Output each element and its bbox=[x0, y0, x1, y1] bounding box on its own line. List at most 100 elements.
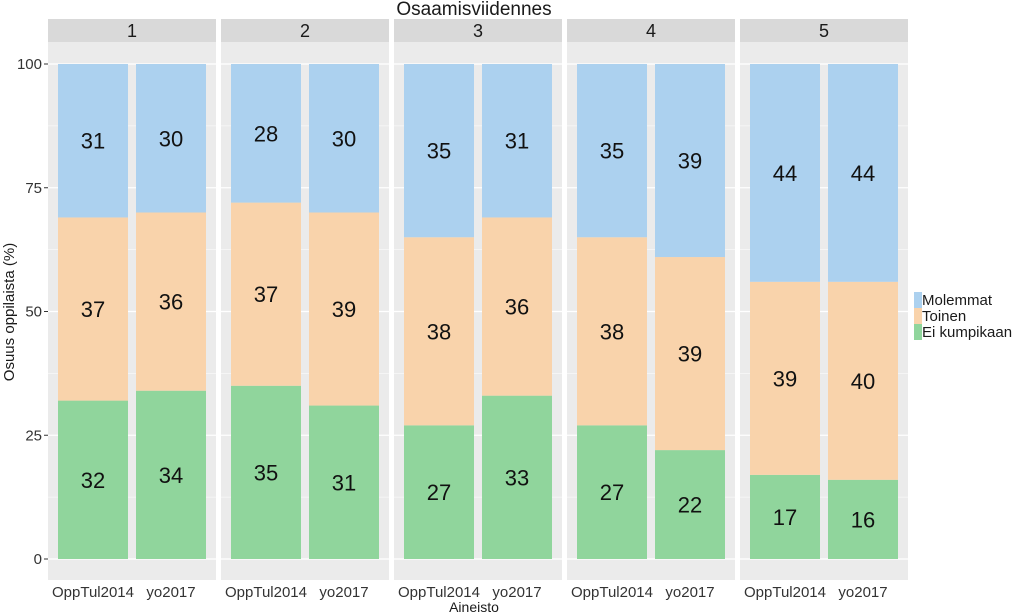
y-axis: 0 25 50 75 100 bbox=[17, 56, 48, 568]
data-label: 36 bbox=[505, 295, 529, 320]
data-label: 44 bbox=[773, 161, 797, 186]
data-label: 32 bbox=[81, 468, 105, 493]
facet-strip-label: 5 bbox=[819, 21, 829, 41]
data-label: 39 bbox=[332, 297, 356, 322]
bar-segment-toinen bbox=[828, 281, 898, 480]
facet-panel-3: 3 27 38 35 OppTul2014 33 36 31 yo2017 bbox=[394, 19, 562, 601]
data-label: 30 bbox=[332, 126, 356, 151]
data-label: 17 bbox=[773, 505, 797, 530]
x-tick-label: yo2017 bbox=[146, 584, 195, 601]
chart-title: Osaamisviidennes bbox=[396, 0, 551, 20]
x-tick-label: OppTul2014 bbox=[398, 584, 480, 601]
facet-strip bbox=[48, 19, 216, 42]
data-label: 35 bbox=[600, 139, 624, 164]
x-tick-label: OppTul2014 bbox=[52, 584, 134, 601]
y-axis-label: Osuus oppilaista (%) bbox=[1, 243, 18, 381]
bar-segment-toinen bbox=[482, 217, 552, 396]
data-label: 31 bbox=[332, 470, 356, 495]
data-label: 30 bbox=[159, 126, 183, 151]
bar-segment-toinen bbox=[58, 217, 128, 401]
data-label: 39 bbox=[678, 342, 702, 367]
facet-panel-4: 4 27 38 35 OppTul2014 22 39 39 yo2017 bbox=[567, 19, 735, 601]
x-tick-label: yo2017 bbox=[492, 584, 541, 601]
facet-strip bbox=[221, 19, 389, 42]
bar-segment-toinen bbox=[655, 257, 725, 451]
facet-panel-5: 5 17 39 44 OppTul2014 16 40 44 yo2017 bbox=[740, 19, 908, 601]
data-label: 44 bbox=[851, 161, 875, 186]
y-tick-label: 25 bbox=[25, 427, 42, 444]
bar-segment-molemmat bbox=[136, 64, 206, 213]
x-tick-label: yo2017 bbox=[319, 584, 368, 601]
bar-segment-ei-kumpikaan bbox=[828, 479, 898, 559]
bar-segment-toinen bbox=[750, 281, 820, 475]
data-label: 27 bbox=[600, 480, 624, 505]
data-label: 39 bbox=[678, 149, 702, 174]
y-tick-label: 100 bbox=[17, 56, 42, 73]
y-tick-label: 0 bbox=[34, 551, 42, 568]
data-label: 31 bbox=[505, 129, 529, 154]
x-tick-label: yo2017 bbox=[665, 584, 714, 601]
bar-segment-ei-kumpikaan bbox=[404, 425, 474, 559]
bar-segment-molemmat bbox=[482, 64, 552, 218]
bar-segment-molemmat bbox=[577, 64, 647, 238]
data-label: 16 bbox=[851, 507, 875, 532]
data-label: 28 bbox=[254, 121, 278, 146]
data-label: 27 bbox=[427, 480, 451, 505]
bar-segment-ei-kumpikaan bbox=[655, 450, 725, 559]
bar-segment-ei-kumpikaan bbox=[231, 385, 301, 559]
x-axis-label: Aineisto bbox=[449, 599, 499, 615]
y-tick-label: 50 bbox=[25, 304, 42, 321]
facet-panel-2: 2 35 37 28 OppTul2014 31 39 30 yo2017 bbox=[221, 19, 389, 601]
facet-strip bbox=[567, 19, 735, 42]
bar-segment-toinen bbox=[404, 237, 474, 426]
bar-segment-molemmat bbox=[58, 64, 128, 218]
bar-segment-ei-kumpikaan bbox=[309, 405, 379, 559]
data-label: 39 bbox=[773, 366, 797, 391]
legend-label: Molemmat bbox=[922, 292, 993, 309]
legend-key bbox=[914, 324, 922, 340]
bar-segment-toinen bbox=[136, 212, 206, 391]
data-label: 35 bbox=[427, 139, 451, 164]
facet-strip-label: 3 bbox=[473, 21, 483, 41]
facet-strip bbox=[394, 19, 562, 42]
facet-strip-label: 4 bbox=[646, 21, 656, 41]
legend-key bbox=[914, 308, 922, 324]
data-label: 36 bbox=[159, 290, 183, 315]
legend-label: Toinen bbox=[922, 308, 966, 325]
data-label: 38 bbox=[427, 319, 451, 344]
bar-segment-toinen bbox=[309, 212, 379, 406]
data-label: 34 bbox=[159, 463, 183, 488]
facet-strip-label: 1 bbox=[127, 21, 137, 41]
x-tick-label: OppTul2014 bbox=[571, 584, 653, 601]
y-tick-label: 75 bbox=[25, 180, 42, 197]
data-label: 33 bbox=[505, 465, 529, 490]
legend-key bbox=[914, 292, 922, 308]
data-label: 37 bbox=[81, 297, 105, 322]
data-label: 38 bbox=[600, 319, 624, 344]
data-label: 35 bbox=[254, 460, 278, 485]
bar-segment-molemmat bbox=[828, 64, 898, 282]
bar-segment-ei-kumpikaan bbox=[136, 390, 206, 559]
data-label: 22 bbox=[678, 493, 702, 518]
data-label: 31 bbox=[81, 129, 105, 154]
bar-segment-ei-kumpikaan bbox=[58, 400, 128, 559]
bar-segment-toinen bbox=[577, 237, 647, 426]
data-label: 40 bbox=[851, 369, 875, 394]
legend-label: Ei kumpikaan bbox=[922, 324, 1012, 341]
bar-segment-toinen bbox=[231, 202, 301, 386]
bar-segment-ei-kumpikaan bbox=[750, 474, 820, 559]
bar-segment-molemmat bbox=[231, 64, 301, 203]
bar-segment-molemmat bbox=[404, 64, 474, 238]
bar-segment-molemmat bbox=[309, 64, 379, 213]
data-label: 37 bbox=[254, 282, 278, 307]
bar-segment-molemmat bbox=[750, 64, 820, 282]
bar-segment-molemmat bbox=[655, 64, 725, 258]
bar-segment-ei-kumpikaan bbox=[482, 395, 552, 559]
facet-panels: 1323731OppTul2014343630yo20172353728OppT… bbox=[48, 19, 908, 601]
x-tick-label: OppTul2014 bbox=[225, 584, 307, 601]
facet-panel-1: 1 32 37 31 OppTul2014 34 36 30 yo2017 bbox=[48, 19, 216, 601]
facet-strip-label: 2 bbox=[300, 21, 310, 41]
x-tick-label: yo2017 bbox=[838, 584, 887, 601]
